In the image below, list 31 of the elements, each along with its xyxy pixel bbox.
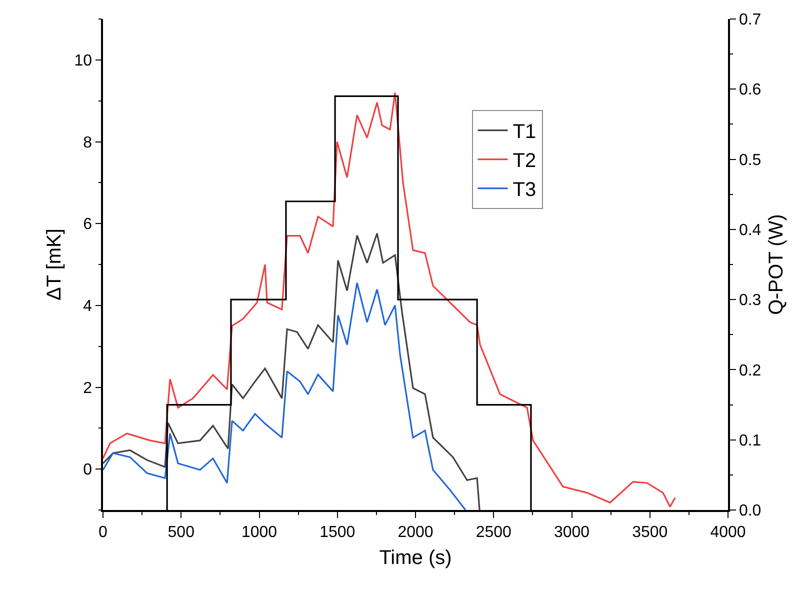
line-series [103, 232, 480, 510]
x-tick-label: 1500 [320, 524, 356, 541]
y2-tick-label: 0.2 [738, 362, 762, 380]
legend-label: T3 [512, 179, 536, 202]
x-tick-label: 4000 [710, 524, 746, 541]
y-tick-label: 2 [83, 380, 92, 397]
y2-tick-label: 0.0 [738, 502, 762, 520]
x-tick-label: 500 [168, 524, 195, 541]
y-tick-label: 8 [83, 134, 92, 152]
y2-tick-label: 0.6 [738, 82, 762, 99]
y-tick-label: 0 [83, 462, 92, 479]
y2-tick-label: 0.3 [738, 292, 762, 310]
y-tick-label: 4 [83, 298, 92, 316]
y2-tick-label: 0.7 [738, 12, 762, 29]
y-tick-label: 10 [74, 52, 92, 70]
x-tick-label: 3500 [632, 524, 668, 541]
y-tick-label: 6 [83, 216, 92, 234]
x-axis-title: Time (s) [379, 546, 452, 569]
x-tick-label: 3000 [554, 524, 590, 541]
legend-label: T1 [512, 121, 536, 144]
x-tick-label: 2500 [476, 524, 512, 541]
y2-tick-label: 0.5 [738, 152, 762, 169]
x-tick-label: 1000 [241, 524, 278, 541]
y2-tick-label: 0.1 [738, 432, 762, 450]
line-series [103, 282, 466, 510]
x-tick-label: 0 [98, 524, 108, 541]
y2-axis-title: Q-POT (W) [765, 214, 788, 315]
y-axis-title: ΔT [mK] [43, 228, 66, 300]
x-tick-label: 2000 [398, 524, 434, 541]
y2-tick-label: 0.4 [738, 222, 762, 240]
legend-label: T2 [512, 150, 536, 172]
